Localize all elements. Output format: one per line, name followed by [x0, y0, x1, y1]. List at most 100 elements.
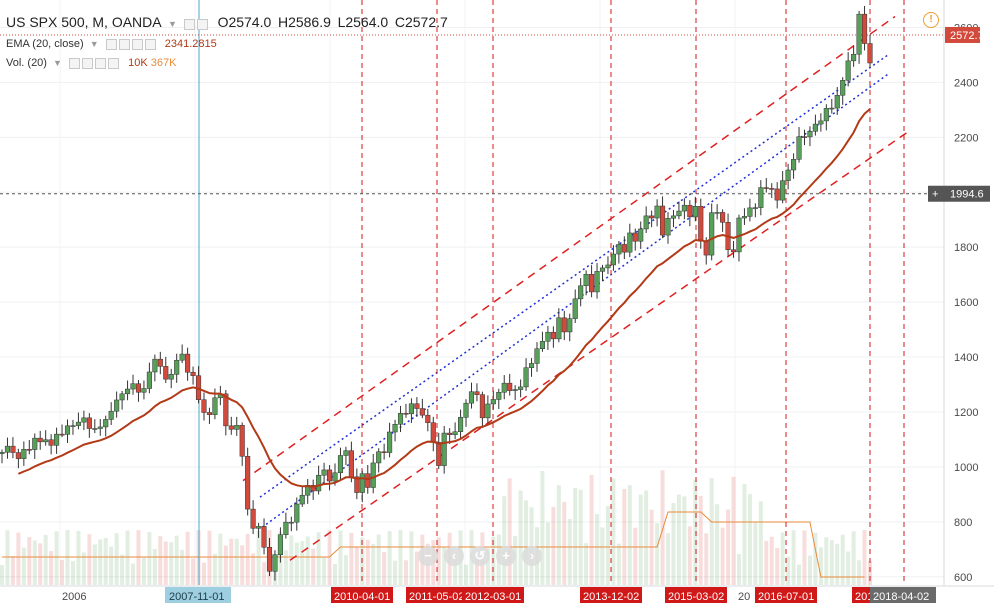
channel-line-0: [242, 15, 896, 482]
volume-bar: [840, 534, 845, 585]
candle-body: [135, 383, 142, 393]
volume-bar: [693, 479, 698, 585]
symbol-title[interactable]: US SPX 500, M, OANDA: [6, 14, 162, 30]
candle-body: [168, 374, 174, 380]
candle-body: [32, 437, 38, 450]
candle-body: [528, 363, 535, 368]
candle-body: [485, 403, 491, 419]
volume-bar: [92, 544, 97, 585]
info-icon[interactable]: !: [923, 12, 939, 28]
volume-bar: [343, 555, 348, 585]
channel-line-2: [259, 54, 889, 498]
candle-body: [730, 249, 737, 253]
plus-icon[interactable]: [131, 38, 143, 50]
candle-body: [490, 399, 496, 405]
candle-body: [572, 298, 578, 319]
settings-icon[interactable]: [197, 19, 209, 31]
settings-icon[interactable]: [118, 38, 130, 50]
candle-body: [337, 455, 344, 474]
volume-bar: [584, 543, 589, 585]
volume-bar: [704, 533, 709, 585]
price-tick-label: 1200: [954, 407, 978, 419]
candle-body: [272, 554, 278, 572]
candle-body: [75, 421, 81, 426]
volume-bar: [644, 490, 649, 585]
candle-body: [130, 383, 136, 390]
volume-bar: [857, 560, 862, 585]
candle-body: [785, 169, 791, 181]
volume-bar: [191, 558, 196, 585]
volume-bar: [502, 496, 507, 585]
candle-body: [523, 367, 529, 388]
volume-bar: [573, 487, 578, 585]
last-price-label: 2572.7: [950, 30, 984, 42]
candle-body: [190, 371, 196, 376]
candle-body: [458, 417, 464, 432]
candle-body: [643, 215, 649, 230]
candle-body: [441, 432, 447, 466]
volume-bar: [371, 544, 376, 585]
candle-body: [348, 450, 354, 478]
candle-body: [512, 389, 518, 391]
candle-body: [15, 452, 21, 459]
price-tick-label: 2200: [954, 132, 978, 144]
candle-body: [720, 212, 726, 223]
volume-bar: [474, 556, 479, 585]
eye-icon[interactable]: [184, 19, 196, 31]
close-icon[interactable]: [108, 57, 120, 69]
scroll-left-icon[interactable]: ‹: [444, 546, 464, 566]
volume-bar: [524, 500, 529, 585]
candle-body: [370, 462, 376, 488]
volume-bar: [300, 541, 305, 585]
volume-bar: [38, 543, 43, 585]
plus-icon[interactable]: [95, 57, 107, 69]
volume-bar: [240, 545, 245, 585]
volume-bar: [333, 564, 338, 585]
volume-bar: [726, 509, 731, 585]
chevron-down-icon[interactable]: ▼: [167, 19, 177, 29]
zoom-in-icon[interactable]: +: [496, 546, 516, 566]
candle-body: [594, 271, 600, 293]
candle-body: [621, 244, 627, 253]
candle-body: [851, 53, 857, 62]
vol-value-2: 367K: [150, 57, 177, 69]
candle-body: [97, 426, 103, 429]
vol-buttons: [69, 57, 121, 69]
ema-line: [18, 108, 871, 488]
candle-body: [179, 353, 185, 361]
reset-icon[interactable]: ↺: [470, 546, 490, 566]
candle-body: [463, 402, 469, 418]
volume-bar: [600, 527, 605, 585]
candle-body: [752, 207, 758, 209]
volume-bar: [70, 561, 75, 585]
zoom-out-icon[interactable]: −: [418, 546, 438, 566]
volume-bar: [780, 532, 785, 585]
vol-label[interactable]: Vol. (20): [6, 57, 47, 69]
candle-body: [239, 425, 245, 457]
volume-bar: [109, 546, 114, 585]
chevron-down-icon[interactable]: ▼: [53, 58, 62, 68]
volume-bar: [715, 504, 720, 585]
volume-bar: [578, 489, 583, 585]
time-tick-label: 2006: [62, 591, 86, 603]
crosshair-price-badge: [928, 185, 990, 202]
close-icon[interactable]: [144, 38, 156, 50]
volume-bar: [54, 531, 59, 585]
scroll-right-icon[interactable]: ›: [522, 546, 542, 566]
chevron-down-icon[interactable]: ▼: [89, 39, 99, 49]
ema-label[interactable]: EMA (20, close): [6, 38, 84, 50]
volume-bar: [595, 514, 600, 585]
volume-bar: [666, 533, 671, 585]
candle-body: [163, 366, 169, 380]
candle-body: [283, 521, 289, 535]
eye-icon[interactable]: [69, 57, 81, 69]
candle-body: [714, 212, 720, 214]
candle-body: [157, 358, 163, 367]
candle-body: [780, 180, 786, 201]
settings-icon[interactable]: [82, 57, 94, 69]
volume-bar: [185, 531, 190, 585]
eye-icon[interactable]: [105, 38, 117, 50]
ema-value: 2341.2815: [164, 38, 217, 50]
candle-body: [616, 244, 622, 255]
